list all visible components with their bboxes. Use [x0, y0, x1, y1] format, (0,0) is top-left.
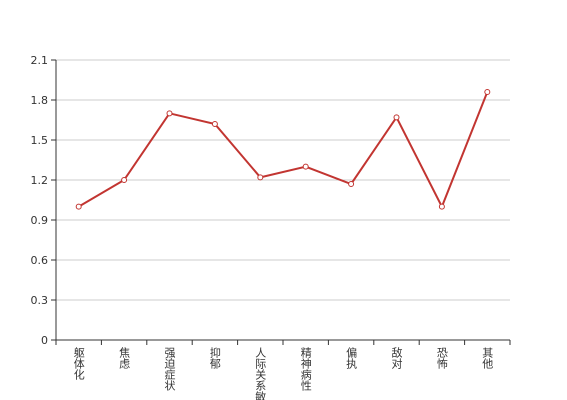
- x-tick-label: 敌对: [390, 346, 403, 369]
- point: [302, 163, 309, 170]
- point: [438, 203, 445, 210]
- point: [121, 177, 128, 183]
- x-tick-label: 强迫症状: [163, 347, 176, 391]
- y-tick-label: 1.2: [31, 174, 49, 187]
- y-tick-label: 1.5: [31, 134, 49, 147]
- line: [78, 91, 489, 210]
- point: [393, 114, 400, 121]
- x-tick-label: 抑郁: [208, 346, 221, 369]
- point: [166, 110, 173, 117]
- y-tick-label: 2.1: [31, 54, 49, 67]
- x-tick-label: 精神病性: [299, 347, 312, 392]
- y-tick-label: 0.3: [31, 294, 49, 307]
- x-tick-label: 恐怖: [435, 347, 448, 369]
- x-tick-label: 焦虑: [118, 347, 131, 369]
- x-tick-label: 偏执: [345, 346, 358, 370]
- y-tick-label: 0: [41, 334, 48, 347]
- y-tick-label: 0.6: [31, 254, 49, 267]
- point: [75, 203, 82, 210]
- point: [484, 89, 491, 95]
- point: [211, 121, 218, 127]
- x-tick-label: 躯体化: [72, 347, 85, 381]
- y-tick-label: 1.8: [31, 94, 49, 107]
- x-tick-label: 人际关系敏感: [254, 347, 267, 400]
- y-tick-label: 0.9: [31, 214, 49, 227]
- x-tick-label: 其他: [481, 347, 494, 369]
- point: [348, 181, 355, 187]
- point: [257, 174, 264, 181]
